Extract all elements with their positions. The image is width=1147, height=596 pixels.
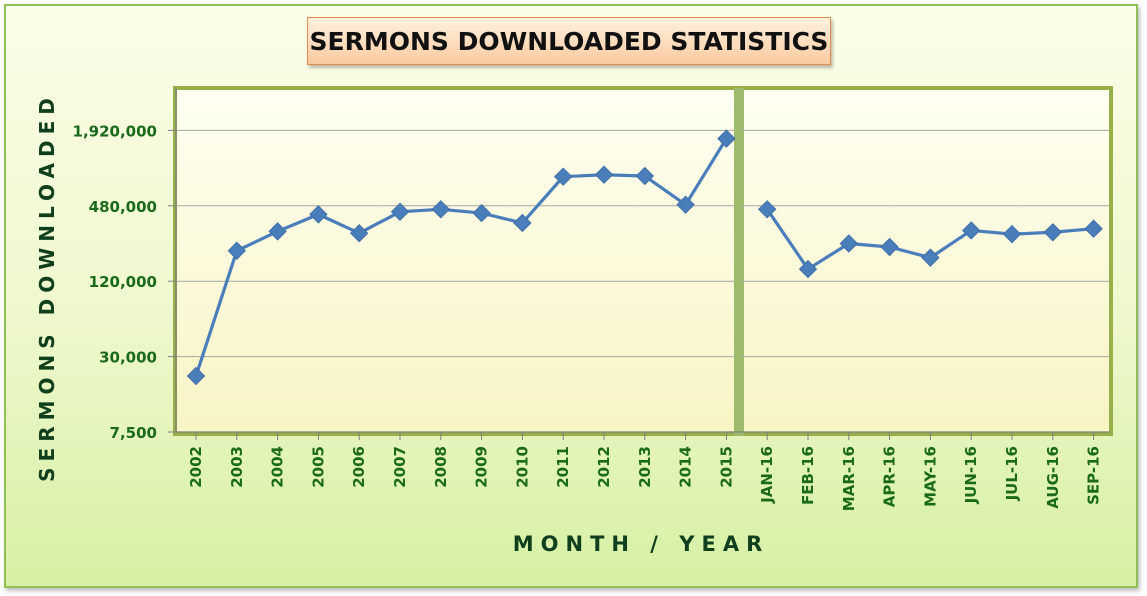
x-tick-label: 2015 xyxy=(717,446,735,488)
x-tick-label: 2011 xyxy=(554,446,572,488)
y-tick-label: 120,000 xyxy=(89,273,157,291)
data-point-marker xyxy=(513,213,532,233)
x-tick-label: SEP-16 xyxy=(1085,446,1103,505)
data-point-marker xyxy=(431,200,451,219)
x-tick-label: 2009 xyxy=(473,446,491,488)
data-point-marker xyxy=(839,234,859,253)
data-point-marker xyxy=(676,195,695,214)
x-tick-label: MAR-16 xyxy=(840,446,858,511)
x-tick-label: 2010 xyxy=(513,446,531,488)
plot-area-left xyxy=(173,86,739,436)
x-tick-label: 2002 xyxy=(187,446,205,488)
grid-lines xyxy=(177,129,1109,358)
data-point-marker xyxy=(921,248,940,267)
data-point-marker xyxy=(1084,219,1103,238)
data-point-marker xyxy=(472,203,491,223)
x-tick-label: 2003 xyxy=(228,446,246,488)
y-tick-label: 7,500 xyxy=(110,424,157,442)
data-point-marker xyxy=(227,241,247,260)
x-tick-label: JUL-16 xyxy=(1003,446,1021,501)
x-tick-label: FEB-16 xyxy=(799,446,817,505)
data-point-marker xyxy=(798,259,818,279)
y-tick-label: 30,000 xyxy=(99,349,157,367)
x-axis-label: MONTH / YEAR xyxy=(513,532,770,556)
data-point-marker xyxy=(268,222,287,241)
x-tick-label: AUG-16 xyxy=(1044,446,1062,509)
data-point-marker xyxy=(553,167,573,186)
data-point-marker xyxy=(961,221,981,240)
x-tick-label: 2008 xyxy=(432,446,450,488)
data-point-marker xyxy=(717,129,736,148)
data-point-marker xyxy=(349,224,369,243)
data-point-marker xyxy=(594,165,614,184)
x-tick-label: 2006 xyxy=(350,446,368,488)
x-tick-label: APR-16 xyxy=(881,446,899,507)
data-point-marker xyxy=(309,205,328,224)
series-layer xyxy=(186,129,1103,386)
data-point-marker xyxy=(635,166,655,186)
x-tick-labels: 2002 2003 2004 2005 2006 2007 2008 2009 2010 2011… xyxy=(187,446,1103,511)
panel-divider xyxy=(734,88,744,436)
x-tick-label: JAN-16 xyxy=(758,446,776,504)
data-point-marker xyxy=(186,366,206,386)
x-tick-label: 2005 xyxy=(309,446,327,488)
y-tick-label: 1,920,000 xyxy=(73,122,157,140)
x-tick-label: 2004 xyxy=(269,446,287,488)
chart-title-box: SERMONS DOWNLOADED STATISTICS xyxy=(307,17,831,65)
x-tick-label: MAY-16 xyxy=(921,446,939,507)
y-tick-labels: 7,500 30,000 120,000 480,000 1,920,000 xyxy=(73,122,157,442)
data-point-marker xyxy=(1002,224,1022,244)
data-point-marker xyxy=(880,237,899,257)
x-tick-label: JUN-16 xyxy=(962,446,980,504)
x-tick-label: 2007 xyxy=(391,446,409,488)
chart-title: SERMONS DOWNLOADED STATISTICS xyxy=(309,26,829,56)
y-tick-label: 480,000 xyxy=(89,198,157,216)
x-tick-label: 2013 xyxy=(636,446,654,488)
axes xyxy=(168,88,1110,440)
x-tick-label: 2014 xyxy=(677,446,695,488)
x-tick-label: 2012 xyxy=(595,446,613,488)
data-point-marker xyxy=(757,200,777,219)
data-point-marker xyxy=(1043,223,1063,242)
y-axis-label: SERMONS DOWNLOADED xyxy=(35,92,59,482)
data-point-marker xyxy=(390,202,410,221)
